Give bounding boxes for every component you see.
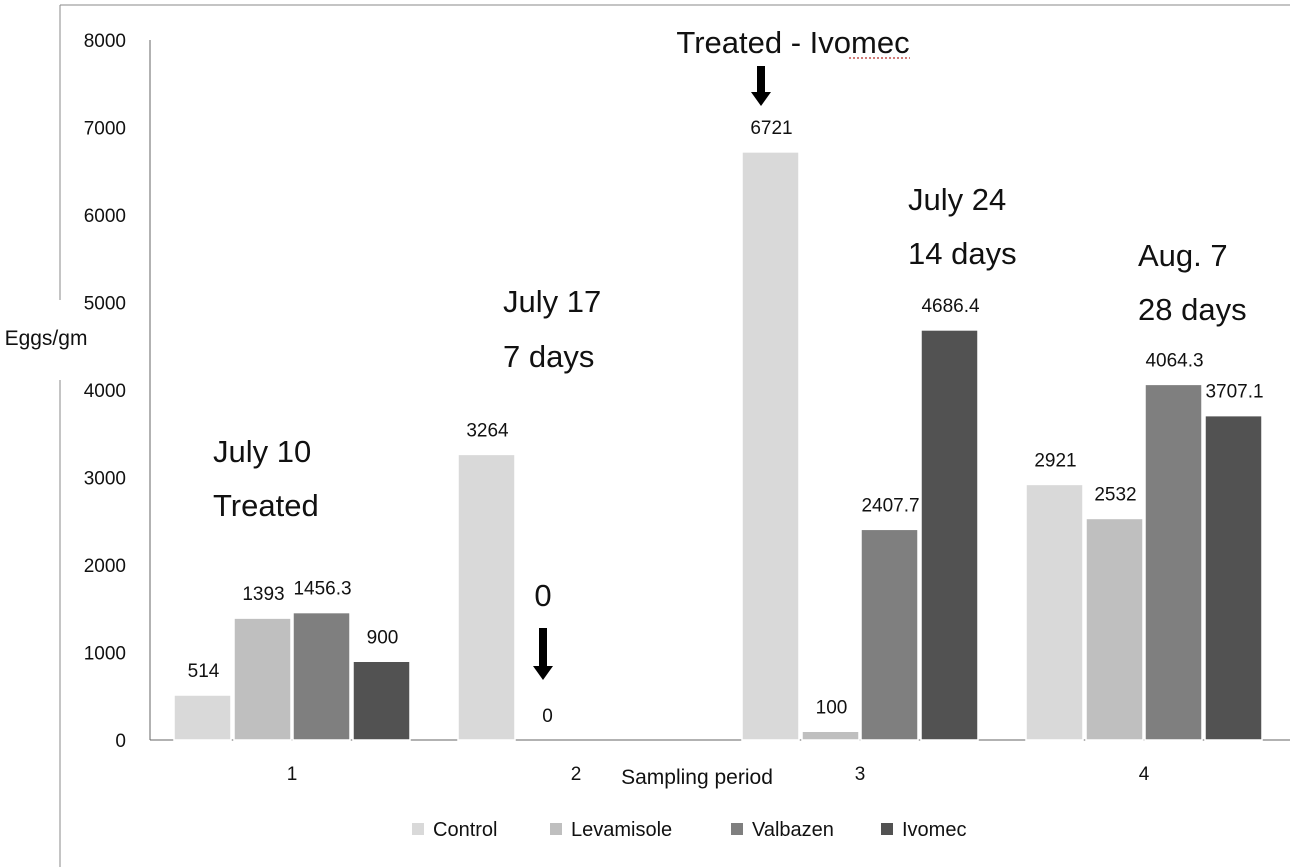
data-label: 6721 [750, 118, 792, 139]
annotation-period2-line2: 7 days [503, 339, 594, 374]
bar-control [1025, 483, 1084, 741]
data-label: 3707.1 [1205, 382, 1263, 403]
annotation-period4-line2: 28 days [1138, 292, 1247, 327]
data-label: 4064.3 [1145, 350, 1203, 371]
y-tick-label: 4000 [84, 381, 126, 402]
bar-valbazen [1144, 383, 1203, 741]
bar-valbazen [292, 611, 351, 741]
bar-control [457, 453, 516, 741]
chart-frame [59, 4, 1290, 867]
bar-levamisole [1085, 517, 1144, 741]
y-axis-title: Eggs/gm [5, 327, 88, 350]
arrow-shaft [757, 66, 765, 94]
data-label: 900 [367, 627, 399, 648]
data-label: 1456.3 [293, 579, 351, 600]
y-tick-label: 7000 [84, 119, 126, 140]
legend-swatch-control [412, 823, 424, 835]
y-tick-label: 0 [115, 731, 126, 752]
bar-levamisole [801, 730, 860, 741]
bar-ivomec [352, 660, 411, 741]
annotation-period1-line1: July 10 [213, 434, 311, 469]
arrow-head [751, 92, 771, 106]
y-tick-label: 2000 [84, 556, 126, 577]
bar-series [173, 151, 1263, 741]
data-label: 100 [816, 697, 848, 718]
y-tick-label: 5000 [84, 294, 126, 315]
legend-swatch-ivomec [881, 823, 893, 835]
bar-ivomec [920, 329, 979, 741]
data-label: 2407.7 [861, 495, 919, 516]
bar-control [173, 694, 232, 741]
annotation-period3-line1: July 24 [908, 182, 1006, 217]
annotation-period2-line1: July 17 [503, 284, 601, 319]
annotation-zero: 0 [534, 578, 551, 613]
legend-label-control: Control [433, 819, 497, 841]
arrow-head [533, 666, 553, 680]
bar-control [741, 151, 800, 741]
y-tick-label: 6000 [84, 206, 126, 227]
y-tick-label: 1000 [84, 644, 126, 665]
annotation-period3-line2: 14 days [908, 236, 1017, 271]
arrow-shaft [539, 628, 547, 668]
data-labels: 514 3264 6721 2921 1393 0 100 2532 1456.3 2407.7 4… [188, 118, 1264, 727]
y-tick-label: 8000 [84, 31, 126, 52]
legend-label-valbazen: Valbazen [752, 819, 834, 841]
data-label: 0 [542, 706, 553, 727]
x-tick-label: 1 [287, 764, 298, 785]
annotation-treated-ivomec: Treated - Ivomec [676, 25, 909, 60]
data-label: 1393 [242, 584, 284, 605]
annotations: July 10 Treated July 17 7 days July 24 14 day… [213, 25, 1247, 680]
y-tick-label: 3000 [84, 469, 126, 490]
x-tick-label: 4 [1139, 764, 1150, 785]
data-label: 2532 [1094, 484, 1136, 505]
arrow-down-icon [751, 66, 771, 106]
bar-valbazen [860, 528, 919, 741]
annotation-period1-line2: Treated [213, 488, 319, 523]
legend-label-ivomec: Ivomec [902, 819, 966, 841]
legend-swatch-valbazen [731, 823, 743, 835]
data-label: 4686.4 [921, 296, 980, 317]
annotation-period4-line1: Aug. 7 [1138, 238, 1228, 273]
arrow-down-icon [533, 628, 553, 680]
data-label: 3264 [466, 420, 509, 441]
x-tick-label: 3 [855, 764, 866, 785]
x-tick-label: 2 [571, 764, 582, 785]
x-axis-title: Sampling period [621, 766, 773, 789]
legend-label-levamisole: Levamisole [571, 819, 672, 841]
legend: Control Levamisole Valbazen Ivomec [412, 819, 966, 841]
bar-ivomec [1204, 414, 1263, 741]
data-label: 2921 [1034, 450, 1076, 471]
legend-swatch-levamisole [550, 823, 562, 835]
bar-levamisole [233, 617, 292, 741]
data-label: 514 [188, 661, 220, 682]
